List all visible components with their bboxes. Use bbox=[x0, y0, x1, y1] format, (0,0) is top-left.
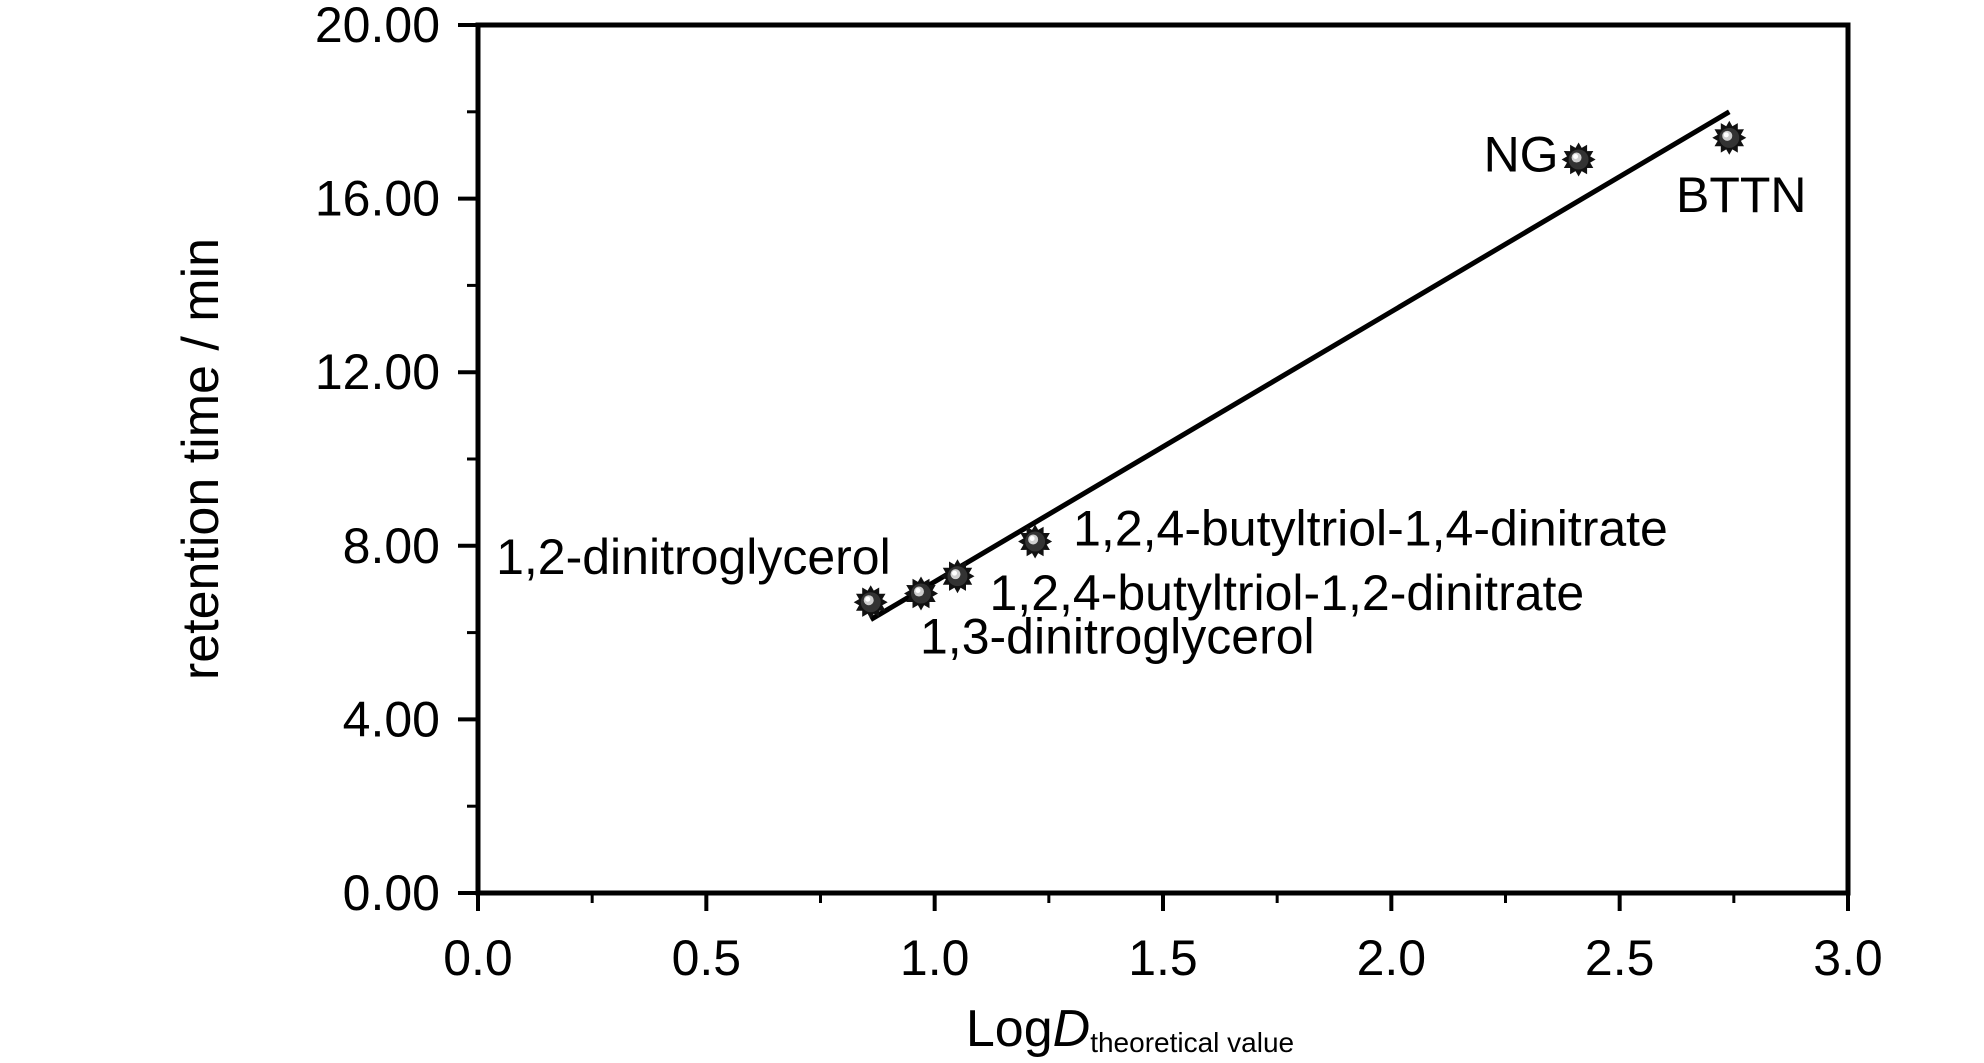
axis-ticks bbox=[458, 23, 1850, 911]
x-axis-label-main: Log bbox=[966, 1000, 1053, 1058]
y-axis-label: retention time / min bbox=[172, 238, 230, 680]
y-tick-label: 4.00 bbox=[343, 691, 440, 747]
y-tick-label: 20.00 bbox=[315, 0, 440, 53]
point-label: NG bbox=[1484, 127, 1559, 183]
x-tick-label: 0.5 bbox=[672, 930, 742, 986]
x-axis-label-subscript: theoretical value bbox=[1090, 1027, 1294, 1058]
point-label: 1,3-dinitroglycerol bbox=[920, 609, 1315, 665]
y-tick-label: 8.00 bbox=[343, 518, 440, 574]
data-point bbox=[1712, 120, 1747, 155]
point-labels: 1,2-dinitroglycerol1,3-dinitroglycerol1,… bbox=[496, 127, 1806, 665]
x-axis-label: LogDtheoretical value bbox=[966, 1000, 1294, 1058]
x-axis-label-italic: D bbox=[1053, 1000, 1091, 1058]
fit-line bbox=[869, 109, 1731, 622]
y-tick-label: 12.00 bbox=[315, 344, 440, 400]
plot-frame bbox=[475, 22, 1851, 896]
x-tick-label: 0.0 bbox=[443, 930, 513, 986]
point-label: 1,2-dinitroglycerol bbox=[496, 529, 891, 585]
point-label: 1,2,4-butyltriol-1,4-dinitrate bbox=[1073, 500, 1668, 556]
point-label: 1,2,4-butyltriol-1,2-dinitrate bbox=[990, 565, 1585, 621]
data-point bbox=[1018, 524, 1053, 559]
x-tick-label: 2.0 bbox=[1357, 930, 1427, 986]
x-tick-label: 1.5 bbox=[1128, 930, 1198, 986]
x-tick-label: 3.0 bbox=[1813, 930, 1883, 986]
axis-tick-labels: 0.0 0.5 1.0 1.5 2.0 2.5 3.0 0.00 4.00 8.00 12.00 16… bbox=[315, 0, 1883, 986]
y-tick-label: 16.00 bbox=[315, 171, 440, 227]
data-point bbox=[853, 585, 888, 620]
data-point bbox=[904, 576, 938, 611]
data-point bbox=[940, 559, 975, 594]
point-label: BTTN bbox=[1676, 167, 1807, 223]
x-tick-label: 1.0 bbox=[900, 930, 970, 986]
data-point bbox=[1561, 142, 1596, 177]
data-points bbox=[853, 120, 1747, 620]
x-tick-label: 2.5 bbox=[1585, 930, 1655, 986]
y-tick-label: 0.00 bbox=[343, 865, 440, 921]
